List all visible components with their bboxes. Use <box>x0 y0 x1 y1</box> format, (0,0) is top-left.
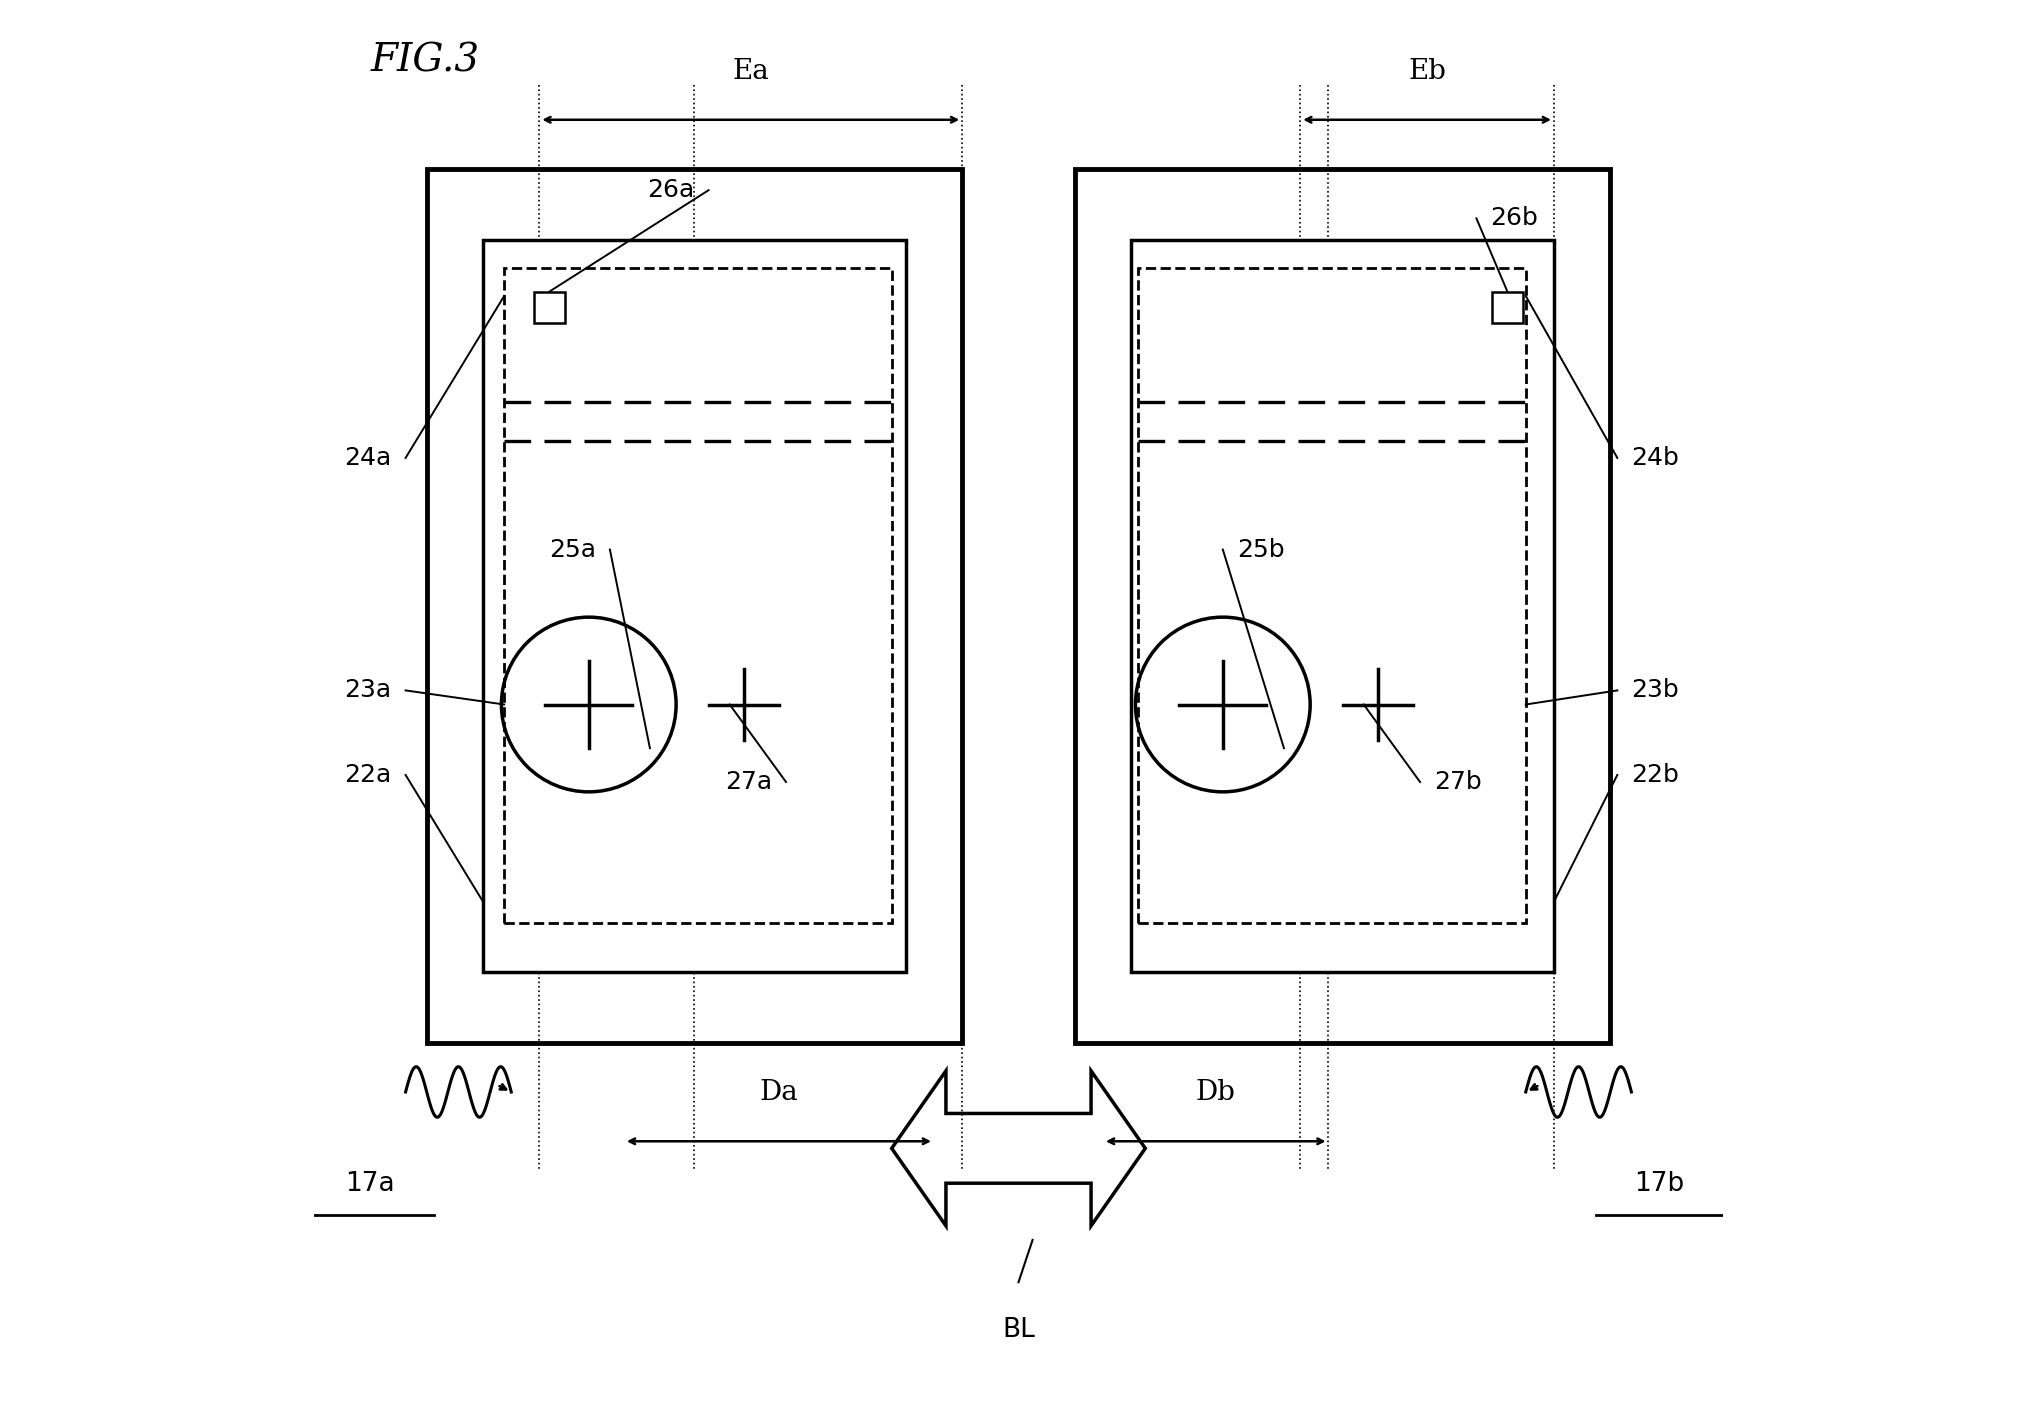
Text: 22b: 22b <box>1632 762 1678 788</box>
Text: FIG.3: FIG.3 <box>371 42 479 79</box>
Text: 27a: 27a <box>725 769 772 795</box>
Text: Da: Da <box>760 1079 799 1106</box>
Bar <box>505 268 892 923</box>
Text: 23a: 23a <box>344 678 391 703</box>
Bar <box>1491 292 1524 323</box>
Bar <box>1139 268 1526 923</box>
Bar <box>1131 240 1554 972</box>
Text: 17a: 17a <box>346 1171 395 1196</box>
Text: 26a: 26a <box>648 178 695 203</box>
Text: 22a: 22a <box>344 762 391 788</box>
Text: Ea: Ea <box>733 58 770 85</box>
Bar <box>1076 169 1611 1043</box>
Bar <box>534 292 564 323</box>
Text: 26b: 26b <box>1491 206 1538 231</box>
Text: 24a: 24a <box>344 445 391 471</box>
Bar <box>483 240 906 972</box>
Text: BL: BL <box>1002 1317 1035 1343</box>
Text: 25a: 25a <box>548 537 595 562</box>
Text: 24b: 24b <box>1632 445 1678 471</box>
Bar <box>426 169 961 1043</box>
Text: 27b: 27b <box>1434 769 1481 795</box>
Text: Db: Db <box>1196 1079 1236 1106</box>
Text: 23b: 23b <box>1632 678 1678 703</box>
Text: 17b: 17b <box>1634 1171 1685 1196</box>
Text: Eb: Eb <box>1408 58 1446 85</box>
Text: 25b: 25b <box>1236 537 1285 562</box>
